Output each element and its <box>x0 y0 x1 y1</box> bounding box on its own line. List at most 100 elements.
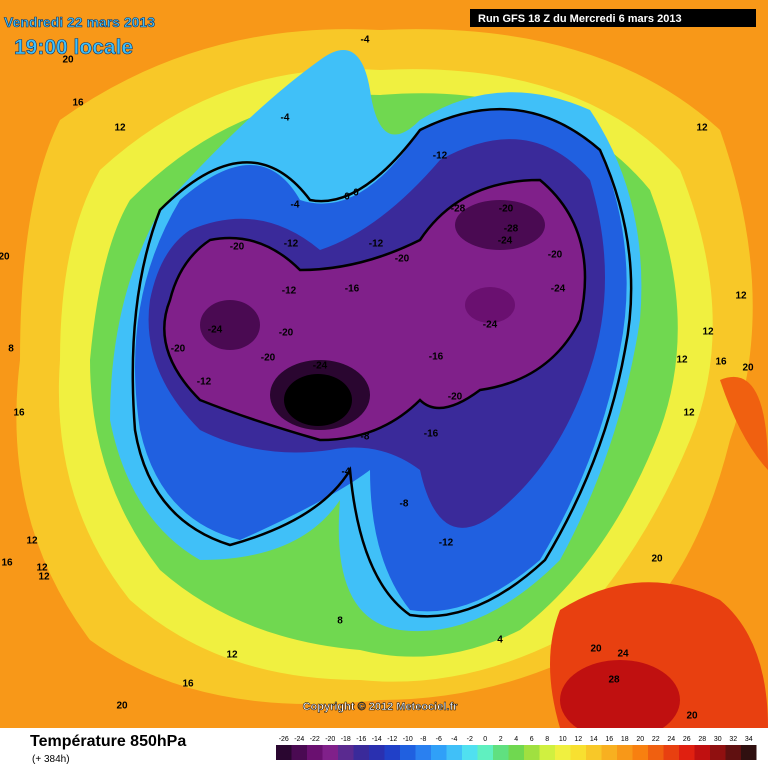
scale-label: -22 <box>310 736 320 743</box>
contour-label: 16 <box>182 679 194 690</box>
contour-label: 16 <box>1 558 13 569</box>
time-text: 19:00 locale <box>14 36 133 59</box>
contour-label: 12 <box>683 408 695 419</box>
contour-label: 20 <box>686 711 698 722</box>
scale-label: 30 <box>714 736 722 743</box>
run-text: Run GFS 18 Z du Mercredi 6 mars 2013 <box>478 13 682 25</box>
scale-swatch <box>741 745 757 760</box>
scale-label: 20 <box>636 736 644 743</box>
contour-label: -12 <box>369 239 384 250</box>
scale-swatch <box>617 745 633 760</box>
contour-label: -20 <box>261 353 276 364</box>
scale-swatch <box>725 745 741 760</box>
contour-label: 12 <box>38 572 50 583</box>
contour-label: -28 <box>504 224 519 235</box>
contour-label: -32 <box>326 402 341 413</box>
scale-label: 16 <box>605 736 613 743</box>
contour-label: -12 <box>439 538 454 549</box>
scale-swatch <box>322 745 338 760</box>
scale-label: -16 <box>356 736 366 743</box>
scale-label: 22 <box>652 736 660 743</box>
scale-swatch <box>431 745 447 760</box>
scale-swatch <box>710 745 726 760</box>
scale-label: 2 <box>499 736 503 743</box>
scale-swatch <box>446 745 462 760</box>
contour-label: 4 <box>497 635 503 646</box>
contour-lines <box>131 107 633 618</box>
contour-label: 12 <box>735 291 747 302</box>
contour-label: 20 <box>742 363 754 374</box>
scale-label: 0 <box>483 736 487 743</box>
scale-swatch <box>276 745 292 760</box>
scale-swatch <box>555 745 571 760</box>
contour-label: -24 <box>551 284 566 295</box>
scale-swatch <box>570 745 586 760</box>
scale-label: -10 <box>403 736 413 743</box>
contour-label: 16 <box>715 357 727 368</box>
contour-label: 20 <box>651 554 663 565</box>
contour-label: -12 <box>197 377 212 388</box>
scale-swatch <box>679 745 695 760</box>
contour-label: 20 <box>116 701 128 712</box>
scale-swatch <box>508 745 524 760</box>
scale-label: 34 <box>745 736 753 743</box>
scale-swatch <box>694 745 710 760</box>
scale-label: 14 <box>590 736 598 743</box>
date-text: Vendredi 22 mars 2013 <box>4 14 155 30</box>
contour-label: 16 <box>72 98 84 109</box>
contour-label: 20 <box>0 252 10 263</box>
contour-label: -20 <box>448 392 463 403</box>
scale-swatch <box>524 745 540 760</box>
scale-label: -8 <box>420 736 426 743</box>
contour-label: 12 <box>702 327 714 338</box>
scale-swatch <box>477 745 493 760</box>
contour-label: 0 <box>353 188 359 199</box>
scale-label: 10 <box>559 736 567 743</box>
contour-label: 12 <box>36 563 48 574</box>
scale-label: 24 <box>667 736 675 743</box>
scale-swatch <box>338 745 354 760</box>
contour-label: 16 <box>13 408 25 419</box>
color-scale: -26 -24 -22 -20 -18 -16 -14 -12 -10 -8 -6 -4 -2 0 2 4 6 8… <box>276 736 757 760</box>
scale-swatch <box>384 745 400 760</box>
temperature-field <box>16 29 768 740</box>
scale-label: -6 <box>436 736 442 743</box>
scale-label: -14 <box>372 736 382 743</box>
contour-label: -16 <box>429 352 444 363</box>
scale-swatch <box>462 745 478 760</box>
contour-label: -4 <box>281 113 290 124</box>
contour-label: 12 <box>26 536 38 547</box>
scale-label: -12 <box>387 736 397 743</box>
contour-label: -20 <box>171 344 186 355</box>
contour-label: 12 <box>676 355 688 366</box>
scale-swatch <box>632 745 648 760</box>
scale-swatch <box>415 745 431 760</box>
scale-label: -4 <box>451 736 457 743</box>
copyright: Copyright © 2012 Meteociel.fr <box>303 701 459 713</box>
contour-label: -20 <box>230 242 245 253</box>
scale-label: 32 <box>729 736 737 743</box>
contour-label: -12 <box>282 286 297 297</box>
footer-lead: (+ 384h) <box>32 754 70 765</box>
scale-label: -24 <box>294 736 304 743</box>
scale-swatch <box>493 745 509 760</box>
scale-swatch <box>586 745 602 760</box>
contour-label: 0 <box>344 192 350 203</box>
contour-label: -8 <box>361 432 370 443</box>
scale-label: 28 <box>698 736 706 743</box>
run-box <box>470 9 756 27</box>
contour-label: -12 <box>433 151 448 162</box>
scale-label: 26 <box>683 736 691 743</box>
contour-label: 20 <box>62 55 74 66</box>
scale-label: 8 <box>545 736 549 743</box>
contour-label: 8 <box>337 616 343 627</box>
scale-label: -26 <box>279 736 289 743</box>
scale-label: 18 <box>621 736 629 743</box>
contour-label: 28 <box>608 675 620 686</box>
contour-label: 20 <box>590 644 602 655</box>
contour-label: -4 <box>291 200 300 211</box>
contour-label: 8 <box>8 344 14 355</box>
contour-label: -20 <box>499 204 514 215</box>
contour-label: -24 <box>483 320 498 331</box>
